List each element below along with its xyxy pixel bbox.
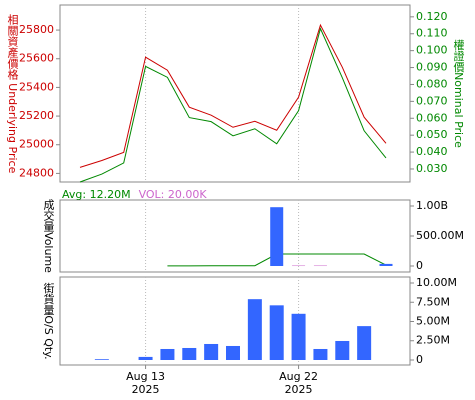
- y-tick-label: 25600: [19, 52, 54, 65]
- y2-tick-label: 0.070: [416, 94, 448, 107]
- bar: [292, 265, 306, 267]
- bar: [379, 263, 393, 266]
- y-tick-label: 24800: [19, 166, 54, 179]
- bar: [94, 359, 109, 360]
- x-year-label: 2025: [285, 383, 313, 396]
- bar: [247, 299, 262, 360]
- y-tick-label: 0: [416, 353, 423, 366]
- panel-frame: [59, 4, 411, 183]
- y-axis-title: 成交量Volume: [42, 199, 55, 273]
- y-tick-label: 0: [416, 259, 423, 272]
- y2-tick-label: 0.120: [416, 10, 448, 23]
- line: [79, 23, 387, 168]
- bar: [291, 313, 306, 360]
- y2-tick-label: 0.050: [416, 128, 448, 141]
- bar: [226, 345, 240, 360]
- y-tick-label: 7.50M: [416, 295, 450, 308]
- y2-tick-label: 0.090: [416, 61, 448, 74]
- bar: [335, 340, 350, 360]
- y-tick-label: 2.50M: [416, 334, 450, 347]
- y-tick-label: 5.00M: [416, 315, 450, 328]
- bar: [313, 265, 327, 267]
- y-tick-label: 500.00M: [416, 229, 464, 242]
- y2-tick-label: 0.100: [416, 44, 448, 57]
- y-tick-label: 25000: [19, 138, 54, 151]
- y2-tick-label: 0.110: [416, 27, 448, 40]
- line: [79, 27, 387, 183]
- y2-tick-label: 0.030: [416, 162, 448, 175]
- y2-tick-label: 0.040: [416, 145, 448, 158]
- y2-tick-label: 0.060: [416, 111, 448, 124]
- legend-label: Avg: 12.20M: [62, 188, 131, 201]
- y-tick-label: 25400: [19, 80, 54, 93]
- y-tick-label: 10.00M: [416, 276, 457, 289]
- x-year-label: 2025: [132, 383, 160, 396]
- bar: [204, 343, 219, 360]
- panel-frame: [59, 199, 411, 273]
- bar: [182, 347, 197, 360]
- bar: [357, 326, 372, 360]
- y-tick-label: 25800: [19, 23, 54, 36]
- y2-axis-title: 權證價Nominal Price: [452, 39, 465, 148]
- bar: [160, 348, 175, 360]
- y2-tick-label: 0.080: [416, 77, 448, 90]
- legend-label: VOL: 20.00K: [139, 188, 208, 201]
- y-axis-title: 相關資產價格 Underlying Price: [6, 13, 19, 173]
- y-tick-label: 1.00B: [416, 199, 448, 212]
- bar: [269, 305, 284, 360]
- x-tick-label: Aug 22: [279, 370, 318, 383]
- y-tick-label: 25200: [19, 109, 54, 122]
- x-tick-label: Aug 13: [126, 370, 165, 383]
- bar: [313, 348, 328, 360]
- bar: [270, 207, 284, 266]
- y-axis-title: 街貨量O/S Qty.: [42, 281, 55, 360]
- bar: [138, 356, 153, 360]
